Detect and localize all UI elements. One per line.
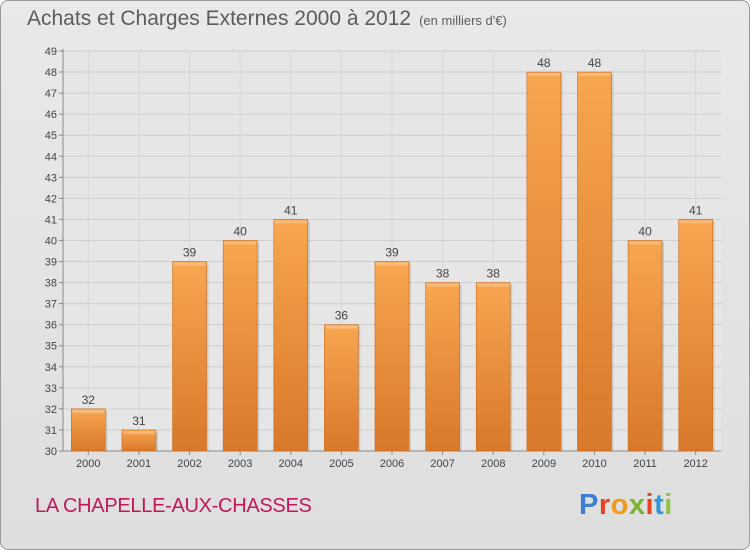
y-tick-label: 32 (45, 404, 57, 416)
chart-title-text: Achats et Charges Externes 2000 à 2012 (27, 7, 412, 30)
y-tick-label: 31 (45, 425, 57, 437)
logo-letter: o (610, 489, 629, 521)
logo-letter: r (598, 489, 611, 521)
bar (273, 219, 309, 452)
y-tick-label: 48 (45, 67, 57, 79)
x-tick-label: 2009 (532, 458, 556, 470)
x-tick-label: 2001 (127, 458, 151, 470)
data-label: 39 (183, 246, 197, 260)
x-tick-label: 2004 (279, 458, 303, 470)
data-label: 38 (436, 267, 450, 281)
x-tick-label: 2006 (380, 458, 404, 470)
logo-letter: i (645, 489, 655, 521)
bar-highlight (274, 220, 307, 224)
logo-letter: t (654, 489, 665, 521)
y-tick-label: 35 (45, 341, 57, 353)
data-label: 48 (588, 56, 602, 70)
data-label: 39 (385, 246, 399, 260)
bar-highlight (477, 283, 510, 287)
y-tick-label: 36 (45, 320, 57, 332)
bar (678, 219, 713, 452)
data-label: 40 (638, 224, 652, 238)
data-label: 41 (284, 203, 298, 217)
x-tick-label: 2002 (177, 458, 201, 470)
y-tick-label: 41 (45, 214, 57, 226)
y-tick-label: 37 (45, 299, 57, 311)
y-tick-label: 44 (45, 151, 57, 163)
bar-highlight (173, 262, 206, 266)
bar (121, 429, 157, 452)
x-tick-label: 2003 (228, 458, 252, 470)
bar (222, 240, 258, 452)
commune-name: LA CHAPELLE-AUX-CHASSES (35, 495, 312, 517)
data-label: 31 (132, 414, 146, 428)
y-tick-label: 49 (45, 46, 57, 58)
y-tick-label: 30 (45, 446, 57, 458)
bar-highlight (325, 325, 358, 329)
y-tick-label: 40 (45, 235, 57, 247)
data-label: 41 (689, 203, 703, 217)
bar (172, 261, 207, 452)
bar-highlight (224, 241, 257, 245)
data-label: 40 (233, 224, 247, 238)
y-tick-label: 38 (45, 278, 57, 290)
data-label: 48 (537, 56, 551, 70)
x-tick-label: 2007 (430, 458, 454, 470)
bar (475, 282, 511, 452)
bar (374, 261, 410, 452)
bar (425, 282, 460, 452)
bar (627, 240, 663, 452)
logo-letter: i (664, 489, 673, 521)
y-tick-label: 42 (45, 193, 57, 205)
bar-highlight (578, 73, 611, 77)
y-tick-label: 47 (45, 88, 57, 100)
bar-highlight (376, 262, 408, 266)
y-tick-label: 45 (45, 130, 57, 142)
bar-highlight (426, 283, 459, 287)
y-tick-label: 46 (45, 109, 57, 121)
logo-letter: x (628, 489, 646, 521)
bar (526, 71, 562, 452)
bar-highlight (122, 430, 155, 434)
bars (71, 71, 715, 452)
bar-highlight (72, 409, 105, 413)
logo-letter: P (579, 489, 599, 521)
labels: 32 2000 31 2001 39 2002 40 2003 41 2004 36 2005 39 20… (76, 56, 708, 470)
x-tick-label: 2012 (683, 458, 707, 470)
data-label: 38 (487, 267, 501, 281)
data-label: 32 (82, 393, 96, 407)
bar-highlight (629, 241, 662, 245)
x-tick-label: 2005 (329, 458, 353, 470)
chart-subtitle: (en milliers d'€) (419, 13, 507, 28)
bar (324, 324, 359, 452)
y-tick-label: 39 (45, 257, 57, 269)
x-tick-label: 2011 (633, 458, 657, 470)
bar-highlight (679, 220, 712, 224)
y-tick-label: 33 (45, 383, 57, 395)
x-tick-label: 2010 (582, 458, 606, 470)
proxiti-logo: Proxiti (579, 489, 673, 522)
x-tick-label: 2000 (76, 458, 100, 470)
bar-highlight (527, 73, 560, 77)
data-label: 36 (335, 309, 349, 323)
bar (577, 71, 612, 452)
chart-title: Achats et Charges Externes 2000 à 2012 (e… (27, 7, 507, 31)
x-tick-label: 2008 (481, 458, 505, 470)
y-tick-label: 34 (45, 362, 57, 374)
y-tick-label: 43 (45, 172, 57, 184)
bar (71, 408, 106, 452)
